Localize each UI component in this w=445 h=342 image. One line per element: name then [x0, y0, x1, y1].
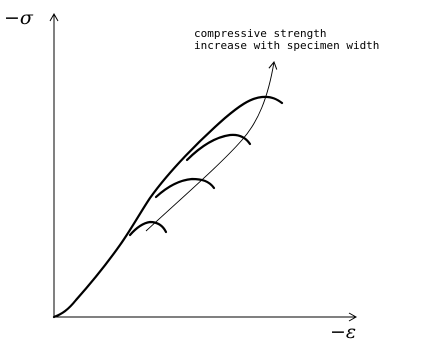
curve-small-specimen: [128, 220, 168, 237]
annotation-line-2: increase with specimen width: [194, 39, 379, 52]
annotation-line-1: compressive strength: [194, 27, 326, 40]
x-axis-label: −ε: [330, 321, 356, 342]
y-axis-label: −σ: [4, 7, 34, 29]
curve-medium-specimen: [154, 177, 216, 199]
trend-arrow: [145, 61, 278, 232]
curve-widest-specimen: [52, 95, 284, 319]
curve-large-specimen: [185, 133, 252, 162]
